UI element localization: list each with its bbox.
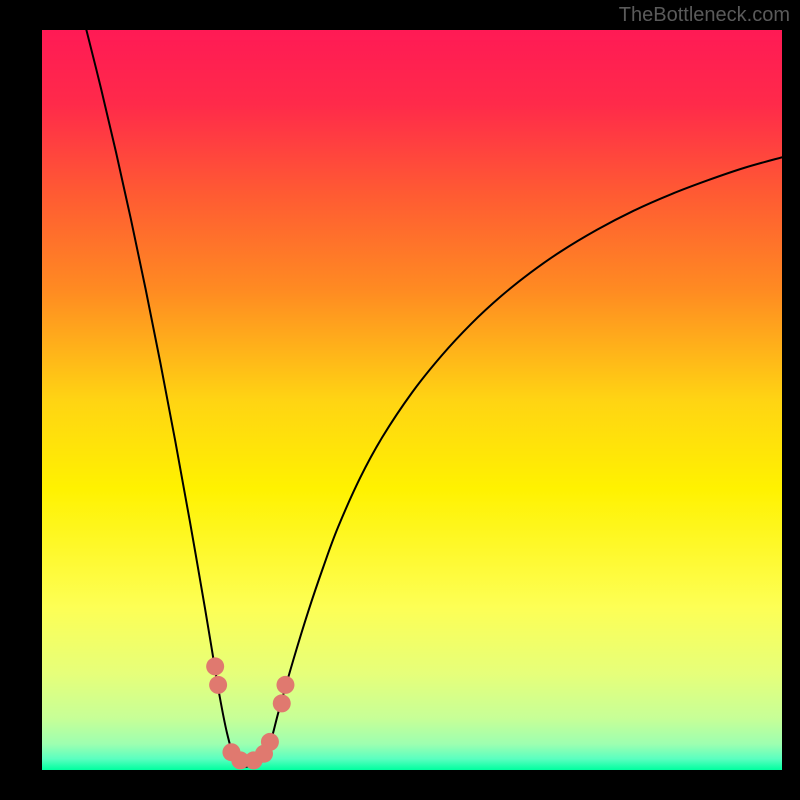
data-marker xyxy=(276,676,294,694)
chart-stage: TheBottleneck.com xyxy=(0,0,800,800)
data-marker xyxy=(206,657,224,675)
bottleneck-curve-chart xyxy=(0,0,800,800)
data-marker xyxy=(209,676,227,694)
data-marker xyxy=(273,694,291,712)
gradient-background xyxy=(42,30,782,770)
data-marker xyxy=(261,733,279,751)
